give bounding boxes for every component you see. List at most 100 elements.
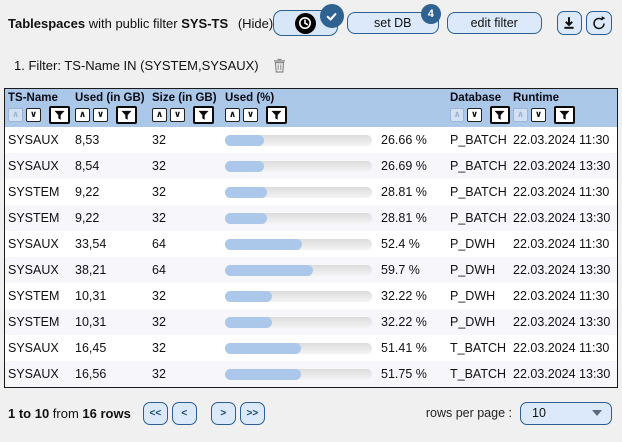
set-db-count-badge: 4	[420, 4, 441, 24]
set-db-button[interactable]: set DB 4	[346, 4, 441, 34]
next-page-button[interactable]: >	[210, 401, 236, 425]
column-header-used: Used (%) ∧ ∨	[222, 89, 447, 127]
cell-size-gb: 32	[152, 211, 166, 225]
pagination-info-part: from	[49, 405, 83, 421]
cell-size-gb: 32	[152, 341, 166, 355]
pagination-buttons: << < > >>	[142, 401, 265, 425]
cell-ts-name: SYSAUX	[8, 159, 59, 173]
table-row: SYSTEM 9,22 32 28.81 % P_BATCH 22.03.2024 11:…	[5, 179, 617, 205]
history-toggle-button[interactable]	[273, 4, 344, 36]
last-page-button[interactable]: >>	[239, 401, 265, 425]
used-pct-bar-fill	[225, 212, 268, 224]
tablespaces-widget: Tablespaces with public filter SYS-TS (H…	[4, 4, 618, 425]
cell-ts-name: SYSAUX	[8, 341, 59, 355]
column-label: TS-Name	[8, 92, 58, 104]
column-header-runtime: Runtime ∧ ∨	[510, 89, 617, 127]
column-header-ts-name: TS-Name ∧ ∨	[5, 89, 72, 127]
sort-asc-button: ∧	[8, 108, 23, 122]
used-pct-label: 51.41 %	[381, 341, 427, 355]
title-mid-text: with public filter	[88, 15, 178, 31]
title-filter-name: SYS-TS	[181, 15, 229, 31]
used-pct-bar-track	[225, 316, 372, 328]
used-pct-bar-fill	[225, 264, 313, 276]
cell-database: P_DWH	[450, 237, 496, 251]
sort-desc-button[interactable]: ∨	[467, 108, 482, 122]
trash-icon[interactable]	[273, 58, 286, 73]
filter-funnel-button[interactable]	[49, 106, 70, 124]
sort-desc-button[interactable]: ∨	[243, 108, 258, 122]
column-header-database: Database ∧ ∨	[447, 89, 510, 127]
filter-funnel-button[interactable]	[193, 106, 214, 124]
column-controls: ∧ ∨	[450, 106, 510, 124]
used-pct-bar-track	[225, 264, 372, 276]
used-pct-bar-track	[225, 238, 372, 250]
used-pct-bar-track	[225, 134, 372, 146]
rows-per-page-select[interactable]: 10	[520, 401, 612, 425]
cell-database: P_BATCH	[450, 133, 507, 147]
pagination-info-part: 16 rows	[82, 405, 131, 421]
tablespaces-table: TS-Name ∧ ∨ Used (in GB) ∧ ∨ Size (in GB) ∧ ∨ Use…	[4, 88, 618, 388]
cell-runtime: 22.03.2024 11:30	[513, 185, 610, 199]
filter-funnel-button[interactable]	[116, 106, 137, 124]
filter-funnel-button[interactable]	[266, 106, 287, 124]
cell-ts-name: SYSTEM	[8, 185, 60, 199]
table-row: SYSAUX 16,45 32 51.41 % T_BATCH 22.03.2024 11…	[5, 335, 617, 361]
sort-asc-button[interactable]: ∧	[152, 108, 167, 122]
table-row: SYSAUX 8,54 32 26.69 % P_BATCH 22.03.2024 13:…	[5, 153, 617, 179]
sort-desc-button[interactable]: ∨	[531, 108, 546, 122]
cell-ts-name: SYSTEM	[8, 289, 60, 303]
used-pct-bar-track	[225, 186, 372, 198]
first-page-button[interactable]: <<	[142, 401, 168, 425]
download-icon	[561, 15, 577, 31]
check-badge-icon	[319, 4, 344, 28]
sort-asc-button[interactable]: ∧	[225, 108, 240, 122]
cell-size-gb: 64	[152, 237, 166, 251]
column-controls: ∧ ∨	[513, 106, 617, 124]
table-row: SYSAUX 33,54 64 52.4 % P_DWH 22.03.2024 11:30	[5, 231, 617, 257]
cell-used-pct: 28.81 %	[222, 211, 447, 225]
column-label: Size (in GB)	[152, 92, 217, 104]
cell-runtime: 22.03.2024 13:30	[513, 159, 611, 173]
cell-used-gb: 10,31	[75, 289, 107, 303]
cell-used-gb: 8,54	[75, 159, 100, 173]
table-row: SYSAUX 16,56 32 51.75 % T_BATCH 22.03.2024 13…	[5, 361, 617, 387]
prev-page-button[interactable]: <	[171, 401, 197, 425]
cell-runtime: 22.03.2024 13:30	[513, 315, 611, 329]
sort-desc-button[interactable]: ∨	[26, 108, 41, 122]
cell-used-gb: 33,54	[75, 237, 107, 251]
set-db-label: set DB	[374, 16, 412, 30]
column-header-used-in-gb: Used (in GB) ∧ ∨	[72, 89, 149, 127]
refresh-button[interactable]	[586, 11, 612, 35]
column-controls: ∧ ∨	[152, 106, 222, 124]
cell-used-gb: 9,22	[75, 185, 100, 199]
cell-size-gb: 32	[152, 315, 166, 329]
used-pct-label: 28.81 %	[381, 185, 427, 199]
clock-icon	[294, 12, 316, 34]
table-row: SYSTEM 10,31 32 32.22 % P_DWH 22.03.2024 13:3…	[5, 309, 617, 335]
used-pct-label: 26.69 %	[381, 159, 427, 173]
used-pct-bar-fill	[225, 134, 265, 146]
cell-runtime: 22.03.2024 11:30	[513, 133, 610, 147]
table-row: SYSTEM 9,22 32 28.81 % P_BATCH 22.03.2024 13:…	[5, 205, 617, 231]
download-button[interactable]	[556, 11, 583, 35]
used-pct-bar-fill	[225, 316, 273, 328]
cell-size-gb: 32	[152, 133, 166, 147]
filter-funnel-button[interactable]	[489, 106, 510, 124]
filter-funnel-button[interactable]	[554, 106, 575, 124]
edit-filter-button[interactable]: edit filter	[446, 12, 542, 34]
cell-used-pct: 51.75 %	[222, 367, 447, 381]
sort-asc-button[interactable]: ∧	[75, 108, 90, 122]
column-header-size-in-gb: Size (in GB) ∧ ∨	[149, 89, 222, 127]
title-app-name: Tablespaces	[8, 15, 86, 31]
hide-link[interactable]: (Hide)	[237, 15, 274, 31]
rows-per-page: rows per page : 10	[426, 401, 612, 425]
used-pct-bar-track	[225, 342, 372, 354]
column-controls: ∧ ∨	[8, 106, 72, 124]
cell-used-pct: 32.22 %	[222, 315, 447, 329]
active-filter-text: 1. Filter: TS-Name IN (SYSTEM,SYSAUX)	[14, 57, 259, 73]
used-pct-bar-track	[225, 212, 372, 224]
sort-desc-button[interactable]: ∨	[170, 108, 185, 122]
used-pct-bar-track	[225, 290, 372, 302]
sort-desc-button[interactable]: ∨	[93, 108, 108, 122]
cell-ts-name: SYSTEM	[8, 211, 60, 225]
